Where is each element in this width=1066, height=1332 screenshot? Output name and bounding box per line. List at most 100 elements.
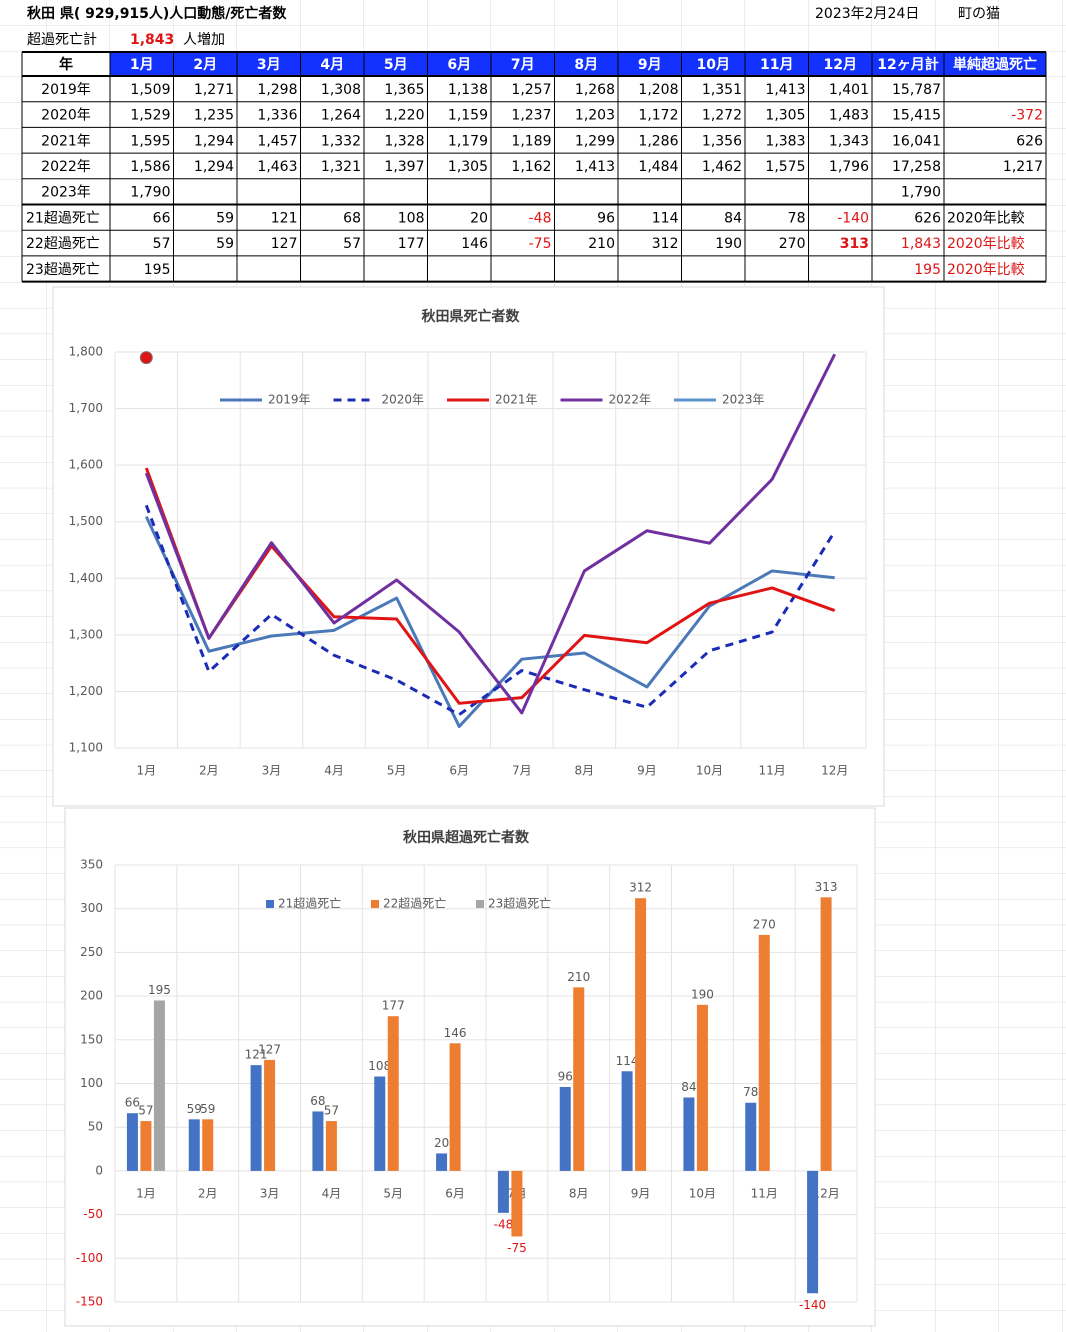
table-cell: 1,328 [384,133,424,149]
data-label: 121 [245,1048,268,1062]
x-tick-label: 2月 [198,1186,218,1200]
table-cell: 1,286 [638,133,678,149]
x-tick-label: 5月 [383,1186,403,1200]
table-cell: 626 [1016,133,1043,149]
table-cell: 1,172 [638,108,678,124]
table-cell: 146 [461,236,488,252]
table-cell: 195 [914,262,941,278]
table-cell: 1,463 [257,159,297,175]
legend-swatch [266,900,274,908]
x-tick-label: 1月 [136,1186,156,1200]
data-label: 195 [148,983,171,997]
table-cell: 68 [343,210,361,226]
table-cell: 1,413 [575,159,615,175]
table-cell: 1,351 [702,82,742,98]
table-cell: 1,365 [384,82,424,98]
table-cell: 1,457 [257,133,297,149]
column-header: 3月 [257,57,281,73]
table-cell: 22超過死亡 [26,236,100,252]
table-cell: 1,271 [194,82,234,98]
bar [635,898,647,1171]
data-label: 57 [138,1104,153,1118]
bar [387,1016,399,1171]
y-tick-label: 300 [80,901,103,915]
table-cell: 1,305 [765,108,805,124]
bar [745,1102,757,1171]
x-tick-label: 3月 [260,1186,280,1200]
table-cell: 1,159 [448,108,488,124]
bar [312,1111,324,1171]
table-cell: 1,217 [1003,159,1043,175]
column-header: 年 [59,56,73,73]
table-cell: -48 [529,210,552,226]
table-cell: 2022年 [41,159,91,175]
bar [140,1121,152,1171]
column-header: 12ヶ月計 [877,56,938,73]
y-tick-label: 250 [80,945,103,959]
bar [374,1076,386,1171]
column-header: 10月 [697,57,730,73]
table-cell: 96 [597,210,615,226]
bar [126,1113,138,1171]
table-cell: 1,484 [638,159,678,175]
column-header: 6月 [447,57,471,73]
table-cell: 1,208 [638,82,678,98]
table-cell: 57 [153,236,171,252]
legend-label: 2023年 [722,393,765,407]
table-cell: -140 [837,210,869,226]
table-cell: 21超過死亡 [26,210,100,226]
bar [807,1170,819,1294]
table-cell: 2020年比較 [947,236,1025,252]
y-tick-label: -50 [83,1207,103,1221]
bar [511,1170,523,1237]
table-cell: 2023年 [41,185,91,201]
column-header: 8月 [574,57,598,73]
table-cell: 313 [840,236,869,252]
bar [497,1170,509,1213]
table-cell: 20 [470,210,488,226]
table-cell: 84 [724,210,742,226]
data-label: 127 [258,1042,281,1056]
data-label: 146 [444,1026,467,1040]
bar [820,897,832,1171]
table-cell: 1,179 [448,133,488,149]
excess-unit: 人増加 [183,32,225,48]
table-cell: 1,401 [829,82,869,98]
bar [250,1065,262,1171]
data-label: 66 [125,1096,140,1110]
x-tick-label: 12月 [812,1186,839,1200]
table-cell: 1,237 [511,108,551,124]
table-cell: 210 [588,236,615,252]
table-cell: 177 [398,236,425,252]
legend-label: 2021年 [495,393,538,407]
x-tick-label: 11月 [751,1186,778,1200]
table-cell: 2020年比較 [947,210,1025,226]
table-cell: 1,264 [321,108,361,124]
table-cell: 1,586 [130,159,170,175]
x-tick-label: 10月 [689,1186,716,1200]
table-cell: -75 [529,236,552,252]
table-cell: 270 [779,236,806,252]
x-tick-label: 5月 [387,764,407,778]
x-tick-label: 9月 [637,764,657,778]
table-cell: 1,509 [130,82,170,98]
x-tick-label: 10月 [696,764,723,778]
data-label: 114 [616,1054,639,1068]
chart-title: 秋田県超過死亡者数 [403,829,530,846]
table-cell: 15,787 [892,82,941,98]
table-cell: 1,299 [575,133,615,149]
table-cell: 1,272 [702,108,742,124]
table-cell: 15,415 [892,108,941,124]
legend-label: 2022年 [609,393,652,407]
table-cell: 1,336 [257,108,297,124]
y-tick-label: -100 [76,1251,103,1265]
table-cell: 1,268 [575,82,615,98]
legend-label: 22超過死亡 [383,896,446,911]
y-tick-label: 0 [95,1163,103,1177]
y-tick-label: 1,500 [69,514,103,528]
x-tick-label: 4月 [324,764,344,778]
table-cell: 1,257 [511,82,551,98]
column-header: 11月 [760,57,793,73]
bar [559,1086,571,1171]
